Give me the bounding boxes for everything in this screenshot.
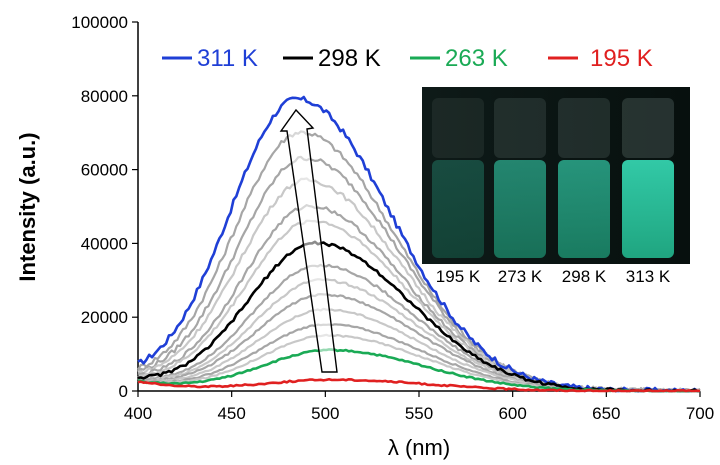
- series-195k-line: [137, 377, 701, 393]
- x-tick-label: 700: [686, 404, 714, 423]
- x-axis-title: λ (nm): [388, 435, 450, 460]
- x-tick-label: 600: [498, 404, 526, 423]
- vial-glass: [622, 98, 674, 158]
- y-tick-label: 40000: [81, 234, 128, 253]
- inset-photo: 195 K 273 K 298 K 313 K: [422, 87, 690, 286]
- inset-label-group: 195 K 273 K 298 K 313 K: [436, 267, 671, 286]
- x-tick-label: 650: [592, 404, 620, 423]
- x-tick-label: 500: [311, 404, 339, 423]
- vial-glass: [558, 98, 610, 158]
- x-tick-label: 400: [124, 404, 152, 423]
- legend-label-298k: 298 K: [318, 45, 381, 72]
- y-axis-title: Intensity (a.u.): [15, 132, 40, 281]
- arrow-icon: [279, 108, 338, 373]
- vial-liquid: [558, 160, 610, 258]
- vial-liquid: [622, 160, 674, 258]
- x-tick-label: 550: [405, 404, 433, 423]
- x-tick-group: 400 450 500 550 600 650 700: [124, 391, 714, 423]
- vial-group: [432, 98, 674, 258]
- series-layer: [137, 95, 701, 393]
- vial-glass: [432, 98, 484, 158]
- vial-glass: [494, 98, 546, 158]
- y-tick-label: 60000: [81, 161, 128, 180]
- inset-vial-label: 313 K: [626, 267, 671, 286]
- plot-area: 0 20000 40000 60000 80000 100000 400 450 500 550…: [71, 13, 714, 423]
- inset-vial-label: 195 K: [436, 267, 481, 286]
- legend-label-263k: 263 K: [445, 45, 508, 72]
- vial-liquid: [432, 160, 484, 258]
- y-tick-label: 0: [119, 382, 128, 401]
- y-tick-label: 80000: [81, 87, 128, 106]
- vial-liquid: [494, 160, 546, 258]
- inset-vial-label: 273 K: [498, 267, 543, 286]
- y-tick-label: 20000: [81, 308, 128, 327]
- y-tick-label: 100000: [71, 13, 128, 32]
- legend-label-311k: 311 K: [197, 45, 258, 72]
- inset-vial-label: 298 K: [562, 267, 607, 286]
- y-tick-group: 0 20000 40000 60000 80000 100000: [71, 13, 138, 401]
- legend-label-195k: 195 K: [590, 45, 653, 72]
- x-tick-label: 450: [217, 404, 245, 423]
- temperature-arrow: [279, 108, 338, 373]
- legend: 311 K 298 K 263 K 195 K: [162, 45, 653, 72]
